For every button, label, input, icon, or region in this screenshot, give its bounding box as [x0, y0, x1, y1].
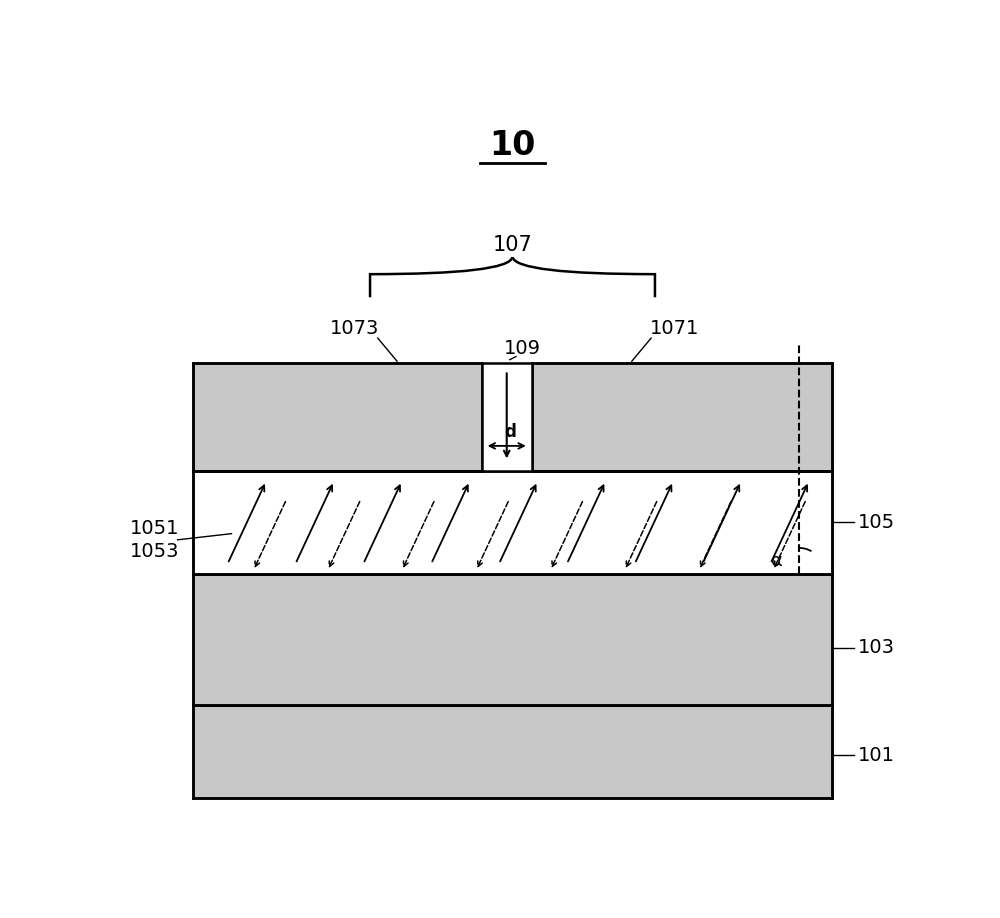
- Bar: [193, 471, 832, 575]
- Text: 10: 10: [489, 129, 536, 162]
- Text: α: α: [771, 552, 783, 569]
- Text: 1053: 1053: [130, 542, 179, 561]
- Bar: [532, 363, 832, 471]
- Text: 1071: 1071: [650, 319, 699, 338]
- Bar: [193, 575, 832, 705]
- Text: 105: 105: [857, 513, 895, 532]
- Text: d: d: [504, 423, 516, 441]
- Text: 103: 103: [857, 638, 894, 657]
- Text: 1073: 1073: [330, 319, 379, 338]
- Bar: [482, 363, 532, 471]
- Bar: [193, 705, 832, 798]
- Text: 101: 101: [857, 746, 894, 765]
- Text: 1051: 1051: [130, 519, 179, 538]
- Bar: [193, 363, 482, 471]
- Text: 107: 107: [493, 235, 532, 255]
- Text: 109: 109: [504, 340, 541, 358]
